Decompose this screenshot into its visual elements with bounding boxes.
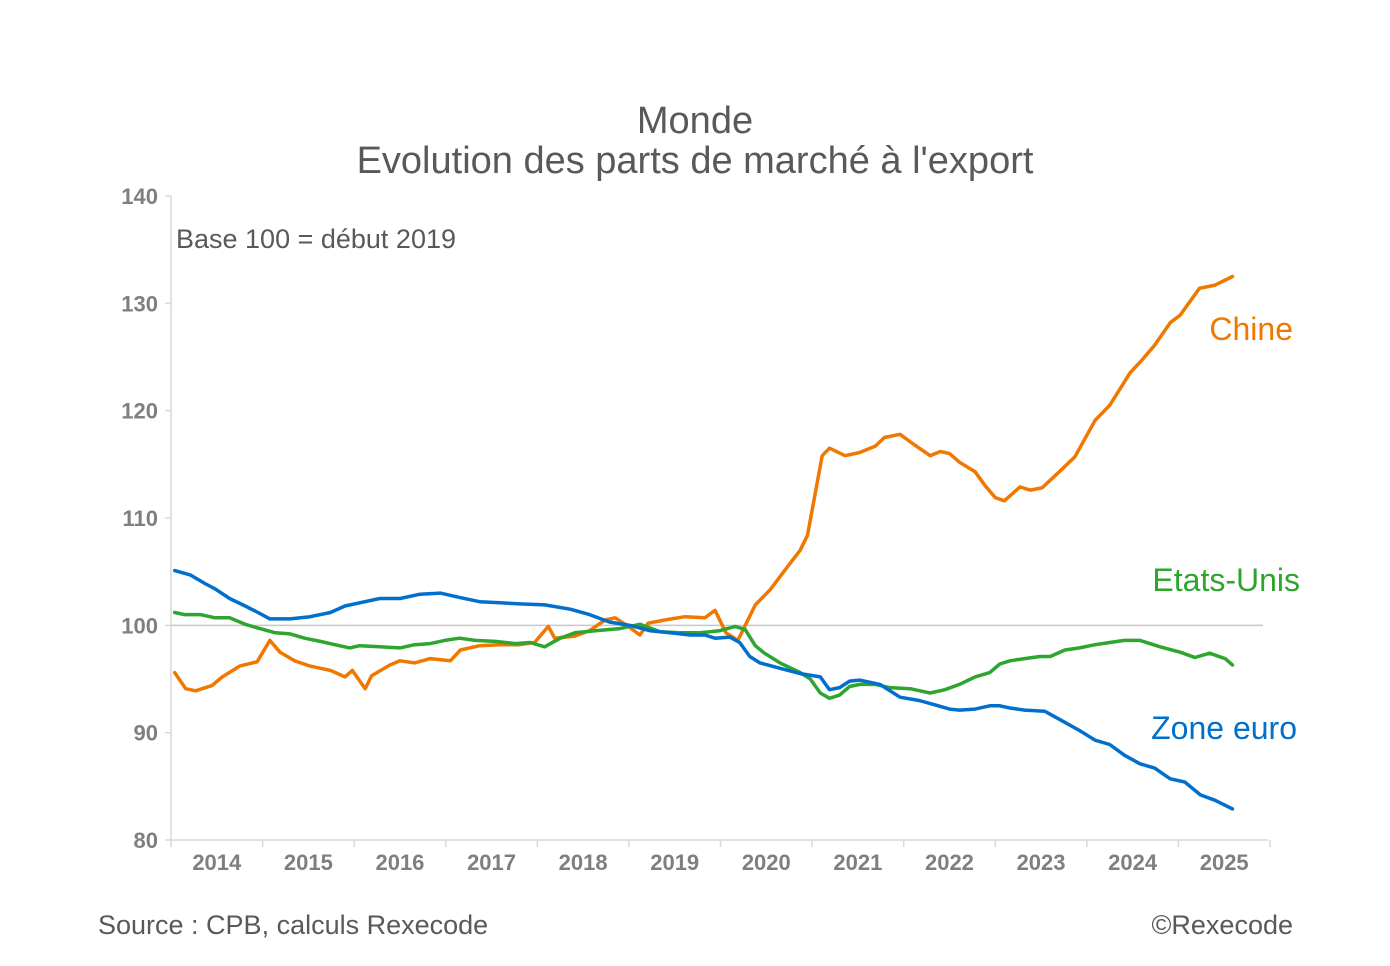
x-tick-label: 2025 xyxy=(1200,850,1249,875)
series-line-zone-euro xyxy=(172,568,1235,811)
series-line-chine xyxy=(172,274,1235,693)
series-label-zone-euro: Zone euro xyxy=(1151,710,1297,746)
chart-subtitle: Evolution des parts de marché à l'export xyxy=(356,140,1034,182)
x-tick-label: 2024 xyxy=(1108,850,1158,875)
x-tick-label: 2023 xyxy=(1017,850,1066,875)
base-annotation: Base 100 = début 2019 xyxy=(176,224,456,254)
chart-title: Monde xyxy=(636,100,754,142)
x-tick-label: 2022 xyxy=(925,850,974,875)
y-tick-label: 140 xyxy=(121,184,158,209)
series-label-etats-unis: Etats-Unis xyxy=(1152,562,1300,598)
y-tick-label: 110 xyxy=(123,506,159,531)
x-tick-label: 2017 xyxy=(467,850,516,875)
x-tick-label: 2018 xyxy=(559,850,608,875)
x-tick-label: 2016 xyxy=(375,850,424,875)
x-tick-label: 2020 xyxy=(742,850,791,875)
x-tick-label: 2014 xyxy=(192,850,242,875)
y-tick-label: 80 xyxy=(134,828,158,853)
series-line-etats-unis xyxy=(172,610,1235,701)
x-tick-label: 2015 xyxy=(284,850,333,875)
y-tick-label: 130 xyxy=(121,291,158,316)
x-tick-label: 2019 xyxy=(650,850,699,875)
series-label-chine: Chine xyxy=(1209,311,1293,347)
source-note: Source : CPB, calculs Rexecode xyxy=(98,910,489,940)
copyright: ©Rexecode xyxy=(1151,910,1293,940)
y-tick-label: 120 xyxy=(121,399,158,424)
y-tick-label: 100 xyxy=(121,613,158,638)
x-tick-label: 2021 xyxy=(833,850,882,875)
y-tick-label: 90 xyxy=(134,721,158,746)
